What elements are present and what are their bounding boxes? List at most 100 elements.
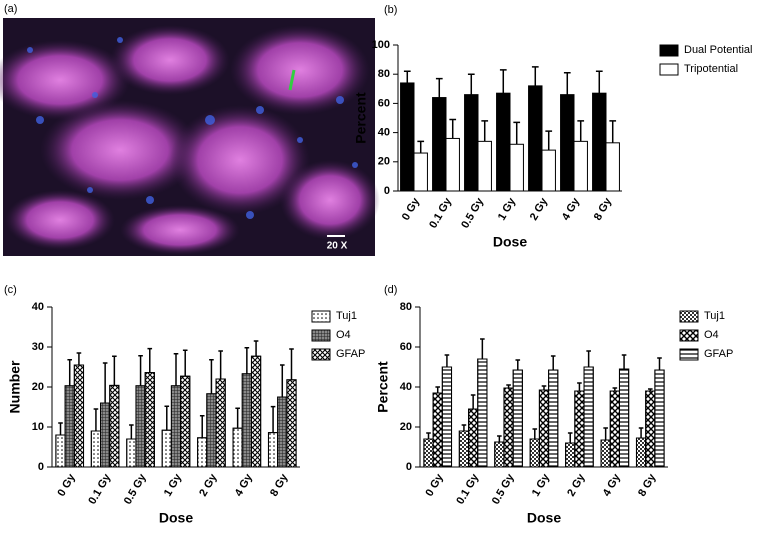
error-bar (102, 362, 108, 403)
error-bar (444, 354, 450, 367)
legend-swatch (659, 63, 679, 76)
bar-hatch (468, 408, 479, 468)
error-bar (563, 71, 571, 95)
micrograph: 20 X (0, 18, 380, 256)
bar-hatch (494, 441, 505, 468)
bar-hatch (441, 366, 453, 468)
error-bar (218, 350, 223, 379)
error-bar (129, 424, 134, 439)
error-bar (244, 347, 250, 374)
error-bar (270, 405, 276, 433)
y-axis-title: Percent (375, 361, 391, 413)
y-tick-label: 0 (384, 185, 390, 197)
x-tick-label: 1 Gy (530, 471, 553, 498)
x-tick-label: 0.1 Gy (86, 471, 113, 506)
bar (464, 94, 479, 192)
bar (528, 85, 543, 192)
error-bar (199, 415, 205, 438)
x-tick-label: 0.1 Gy (427, 195, 454, 230)
bar-hatch (609, 390, 620, 468)
error-bar (577, 382, 582, 391)
panel-label: (a) (4, 3, 17, 15)
bar (432, 97, 447, 192)
bar (573, 140, 588, 192)
bar-hatch (90, 430, 102, 468)
x-tick-label: 1 Gy (496, 195, 519, 222)
bar-hatch (654, 369, 665, 468)
bar-hatch (286, 379, 297, 468)
x-tick-label: 8 Gy (636, 471, 659, 498)
y-tick-label: 40 (32, 301, 44, 313)
bar-hatch (618, 368, 630, 468)
error-bar (499, 69, 507, 94)
error-bar (461, 424, 467, 431)
bar (477, 140, 492, 192)
error-bar (112, 355, 117, 386)
y-tick-label: 10 (32, 421, 44, 433)
error-bar (480, 338, 485, 359)
bar (605, 142, 620, 192)
bar-hatch (197, 437, 208, 468)
bar-hatch (55, 434, 66, 468)
bar (509, 143, 524, 192)
legend-hatch (679, 348, 699, 361)
error-bar (164, 405, 170, 431)
legend-label: Dual Potential (684, 44, 753, 56)
bar-hatch (538, 389, 550, 468)
y-tick-label: 0 (406, 461, 412, 473)
bar (445, 137, 460, 192)
x-tick-label: 0.5 Gy (122, 471, 149, 506)
error-bar (417, 140, 425, 154)
error-bar (435, 386, 441, 393)
bar-hatch (250, 355, 262, 468)
y-tick-label: 60 (400, 341, 412, 353)
bar-hatch (241, 373, 252, 468)
error-bar (93, 408, 99, 431)
bar (592, 92, 607, 192)
error-bar (435, 77, 443, 98)
bar-hatch (423, 438, 434, 468)
error-bar (550, 355, 556, 370)
bar (560, 94, 575, 192)
bar-hatch (180, 375, 191, 468)
error-bar (235, 407, 240, 429)
x-tick-label: 0 Gy (400, 195, 423, 222)
x-tick-label: 0 Gy (56, 471, 79, 498)
legend-label: GFAP (336, 348, 365, 360)
error-bar (470, 394, 476, 409)
error-bar (497, 435, 502, 442)
y-tick-label: 40 (400, 381, 412, 393)
bar-hatch (583, 366, 594, 468)
x-tick-label: 4 Gy (233, 471, 256, 498)
bar-hatch (477, 358, 488, 468)
legend-label: Tuj1 (704, 310, 725, 322)
bar-hatch (126, 438, 137, 468)
error-bar (173, 353, 179, 386)
bar-hatch (277, 396, 288, 468)
error-bar (577, 120, 585, 142)
x-axis-title: Dose (527, 510, 561, 526)
bar-hatch (144, 372, 155, 468)
bar-hatch (512, 369, 523, 468)
legend-label: GFAP (704, 348, 733, 360)
error-bar (426, 432, 431, 439)
error-bar (541, 385, 547, 390)
y-tick-label: 20 (400, 421, 412, 433)
error-bar (595, 70, 603, 94)
bar-hatch (215, 378, 226, 468)
legend-swatch (659, 44, 679, 57)
bar-hatch (432, 392, 443, 468)
error-bar (289, 348, 294, 380)
x-tick-label: 0 Gy (424, 471, 447, 498)
panel-label: (d) (384, 284, 397, 296)
error-bar (603, 427, 608, 440)
bar (413, 152, 428, 192)
bar-hatch (635, 437, 647, 468)
y-axis-title: Percent (353, 92, 369, 144)
legend-hatch (311, 348, 331, 361)
legend-label: O4 (336, 329, 351, 341)
legend-hatch (679, 310, 699, 323)
y-tick-label: 40 (378, 127, 390, 139)
y-tick-label: 80 (378, 68, 390, 80)
